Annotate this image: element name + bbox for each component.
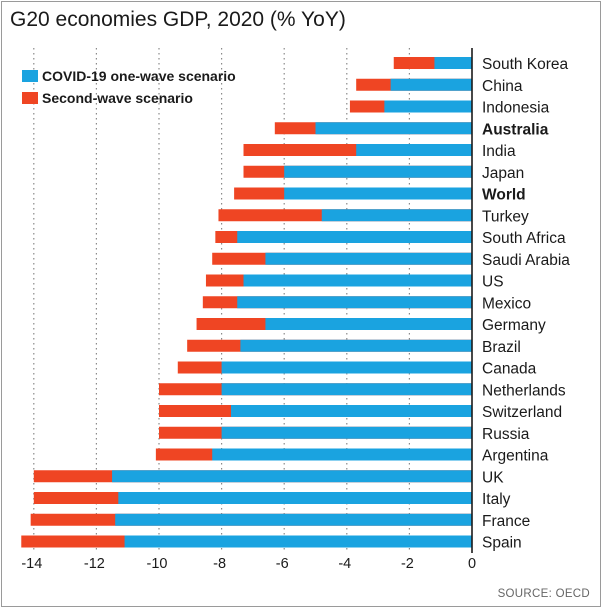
bar-one-wave-italy: [118, 492, 472, 504]
legend-label-second-wave: Second-wave scenario: [42, 90, 193, 106]
bar-one-wave-china: [390, 78, 472, 91]
bar-one-wave-india: [356, 144, 472, 156]
category-label-japan: Japan: [482, 165, 524, 182]
source-note: SOURCE: OECD: [497, 588, 590, 600]
category-label-china: China: [482, 78, 523, 95]
category-label-south-africa: South Africa: [482, 230, 566, 247]
bar-one-wave-indonesia: [384, 100, 472, 113]
bar-one-wave-brazil: [240, 339, 472, 352]
bar-one-wave-canada: [221, 361, 472, 374]
category-label-france: France: [482, 513, 530, 530]
x-tick-label: -8: [213, 556, 226, 572]
bar-one-wave-turkey: [321, 209, 472, 222]
legend-label-one-wave: COVID-19 one-wave scenario: [42, 68, 236, 84]
category-label-brazil: Brazil: [482, 339, 521, 356]
bars: [21, 48, 473, 553]
bar-one-wave-south-africa: [237, 231, 472, 243]
category-label-netherlands: Netherlands: [482, 382, 566, 399]
bar-one-wave-france: [115, 513, 473, 526]
category-label-australia: Australia: [482, 121, 549, 138]
bar-one-wave-uk: [112, 470, 473, 483]
x-tick-label: -10: [147, 556, 168, 572]
bar-one-wave-south-korea: [434, 57, 472, 69]
bar-one-wave-saudi-arabia: [265, 252, 472, 265]
category-label-spain: Spain: [482, 535, 522, 552]
category-label-uk: UK: [482, 469, 504, 486]
x-tick-label: -14: [21, 556, 42, 572]
category-label-germany: Germany: [482, 317, 546, 334]
bar-one-wave-us: [243, 274, 472, 287]
bar-one-wave-mexico: [237, 296, 472, 309]
category-label-turkey: Turkey: [482, 208, 529, 225]
bar-one-wave-australia: [315, 122, 472, 135]
chart-title: G20 economies GDP, 2020 (% YoY): [10, 8, 346, 31]
legend-swatch-second-wave: [22, 92, 38, 104]
category-label-world: World: [482, 187, 526, 204]
category-label-canada: Canada: [482, 361, 537, 378]
legend: COVID-19 one-wave scenario Second-wave s…: [22, 68, 236, 106]
category-label-us: US: [482, 274, 504, 291]
bar-one-wave-spain: [124, 535, 472, 548]
category-label-mexico: Mexico: [482, 295, 531, 312]
bar-one-wave-argentina: [212, 448, 472, 461]
bar-one-wave-japan: [284, 165, 472, 178]
category-label-russia: Russia: [482, 426, 530, 443]
x-tick-label: -12: [84, 556, 105, 572]
x-tick-label: -4: [338, 556, 351, 572]
bar-one-wave-russia: [221, 426, 472, 439]
category-label-switzerland: Switzerland: [482, 404, 562, 421]
category-label-india: India: [482, 143, 516, 160]
x-tick-label: 0: [468, 556, 476, 572]
category-label-saudi-arabia: Saudi Arabia: [482, 252, 570, 269]
category-label-south-korea: South Korea: [482, 56, 569, 73]
x-tick-label: -2: [401, 556, 414, 572]
category-label-italy: Italy: [482, 491, 511, 508]
category-label-indonesia: Indonesia: [482, 100, 550, 117]
category-label-argentina: Argentina: [482, 448, 549, 465]
bar-one-wave-netherlands: [221, 383, 472, 396]
category-labels: South Korea China Indonesia Australia India J…: [482, 56, 570, 552]
bar-one-wave-germany: [265, 318, 472, 330]
legend-swatch-one-wave: [22, 70, 38, 82]
x-axis-ticks: -14 -12 -10 -8 -6 -4 -2 0: [21, 556, 476, 572]
bar-one-wave-world: [284, 187, 472, 200]
bar-one-wave-switzerland: [230, 405, 472, 417]
x-tick-label: -6: [276, 556, 289, 572]
